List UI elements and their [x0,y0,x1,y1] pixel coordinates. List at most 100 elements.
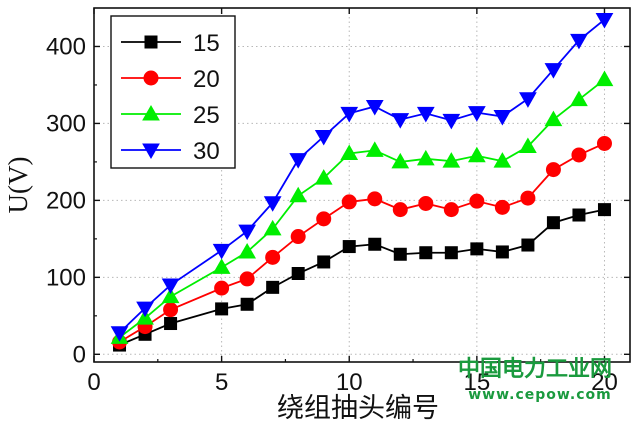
series-15 [113,203,611,352]
x-tick-label: 0 [87,369,100,396]
data-point [340,144,359,160]
data-point [443,202,459,218]
data-point [263,196,282,212]
data-point [418,195,434,211]
data-point [544,63,563,79]
legend-label: 15 [193,30,220,57]
y-tick-label: 100 [46,264,86,291]
data-point [238,224,257,241]
data-point [238,242,257,259]
data-point [142,143,160,160]
data-point [367,191,383,207]
data-point [212,258,231,274]
plot-area-border [93,7,631,363]
series-25 [110,70,614,344]
data-point [164,317,178,331]
watermark-url: www.cepow.com [468,387,612,403]
data-point [416,149,435,166]
data-series [110,13,614,352]
data-point [342,240,356,254]
data-point [520,190,536,206]
data-point [570,90,588,107]
data-point [161,287,180,304]
x-tick-label: 20 [591,369,618,396]
data-point [469,193,485,209]
data-point [263,219,282,236]
data-point [291,267,305,280]
data-point [595,70,614,87]
data-point [521,238,535,252]
y-axis-label: U(V) [3,157,33,214]
legend: 15 20 25 30 [110,15,236,169]
data-point [365,141,384,157]
series-30 [110,13,614,342]
data-point [163,302,179,318]
data-point [494,199,510,215]
data-point [595,13,614,29]
data-point [470,242,484,256]
data-point [290,229,306,245]
data-point [240,297,254,311]
data-point [368,237,382,251]
data-point [265,249,281,265]
y-tick-label: 200 [46,187,86,214]
y-tick-label: 300 [46,110,86,137]
data-point [161,278,180,295]
data-point [214,280,230,296]
data-point [596,135,612,151]
data-point [316,211,332,227]
data-point [442,113,461,130]
legend-item-20: 20 [121,66,220,93]
data-point [519,92,537,108]
data-point [365,100,384,116]
legend-label: 25 [193,102,220,129]
data-point [143,70,159,86]
data-point [239,271,255,287]
data-point [391,113,410,129]
legend-item-15: 15 [121,30,220,57]
legend-item-30: 30 [121,138,220,165]
data-point [266,280,280,294]
grid-lines [94,8,630,362]
data-point [467,106,486,122]
data-point [391,152,410,169]
data-point [340,106,359,123]
data-point [570,33,588,50]
data-point [289,153,308,169]
y-tick-label: 0 [73,341,86,368]
data-point [289,186,308,203]
data-point [419,246,433,260]
data-point [467,146,486,163]
data-point [215,302,229,316]
data-point [317,255,331,269]
data-point [314,169,333,185]
legend-item-25: 25 [121,102,220,129]
data-point [546,216,560,230]
data-point [544,110,563,127]
data-point [572,208,586,222]
data-point [136,301,154,318]
x-tick-label: 10 [336,369,363,396]
data-point [519,137,537,154]
data-point [545,162,561,178]
data-point [144,35,158,49]
data-point [110,326,129,342]
data-point [444,246,458,260]
legend-label: 20 [193,66,220,93]
data-point [393,247,407,261]
x-axis-label: 绕组抽头编号 [277,393,439,423]
watermark-title: 中国电力工业网 [458,357,612,382]
data-point [495,245,509,259]
data-point [314,130,333,146]
data-point [493,152,512,168]
data-point [571,147,587,163]
data-point [212,243,231,260]
legend-label: 30 [193,138,220,165]
data-point [442,152,461,168]
data-point [597,203,611,217]
x-tick-label: 5 [215,369,228,396]
data-point [392,202,408,218]
x-tick-label: 15 [464,369,491,396]
